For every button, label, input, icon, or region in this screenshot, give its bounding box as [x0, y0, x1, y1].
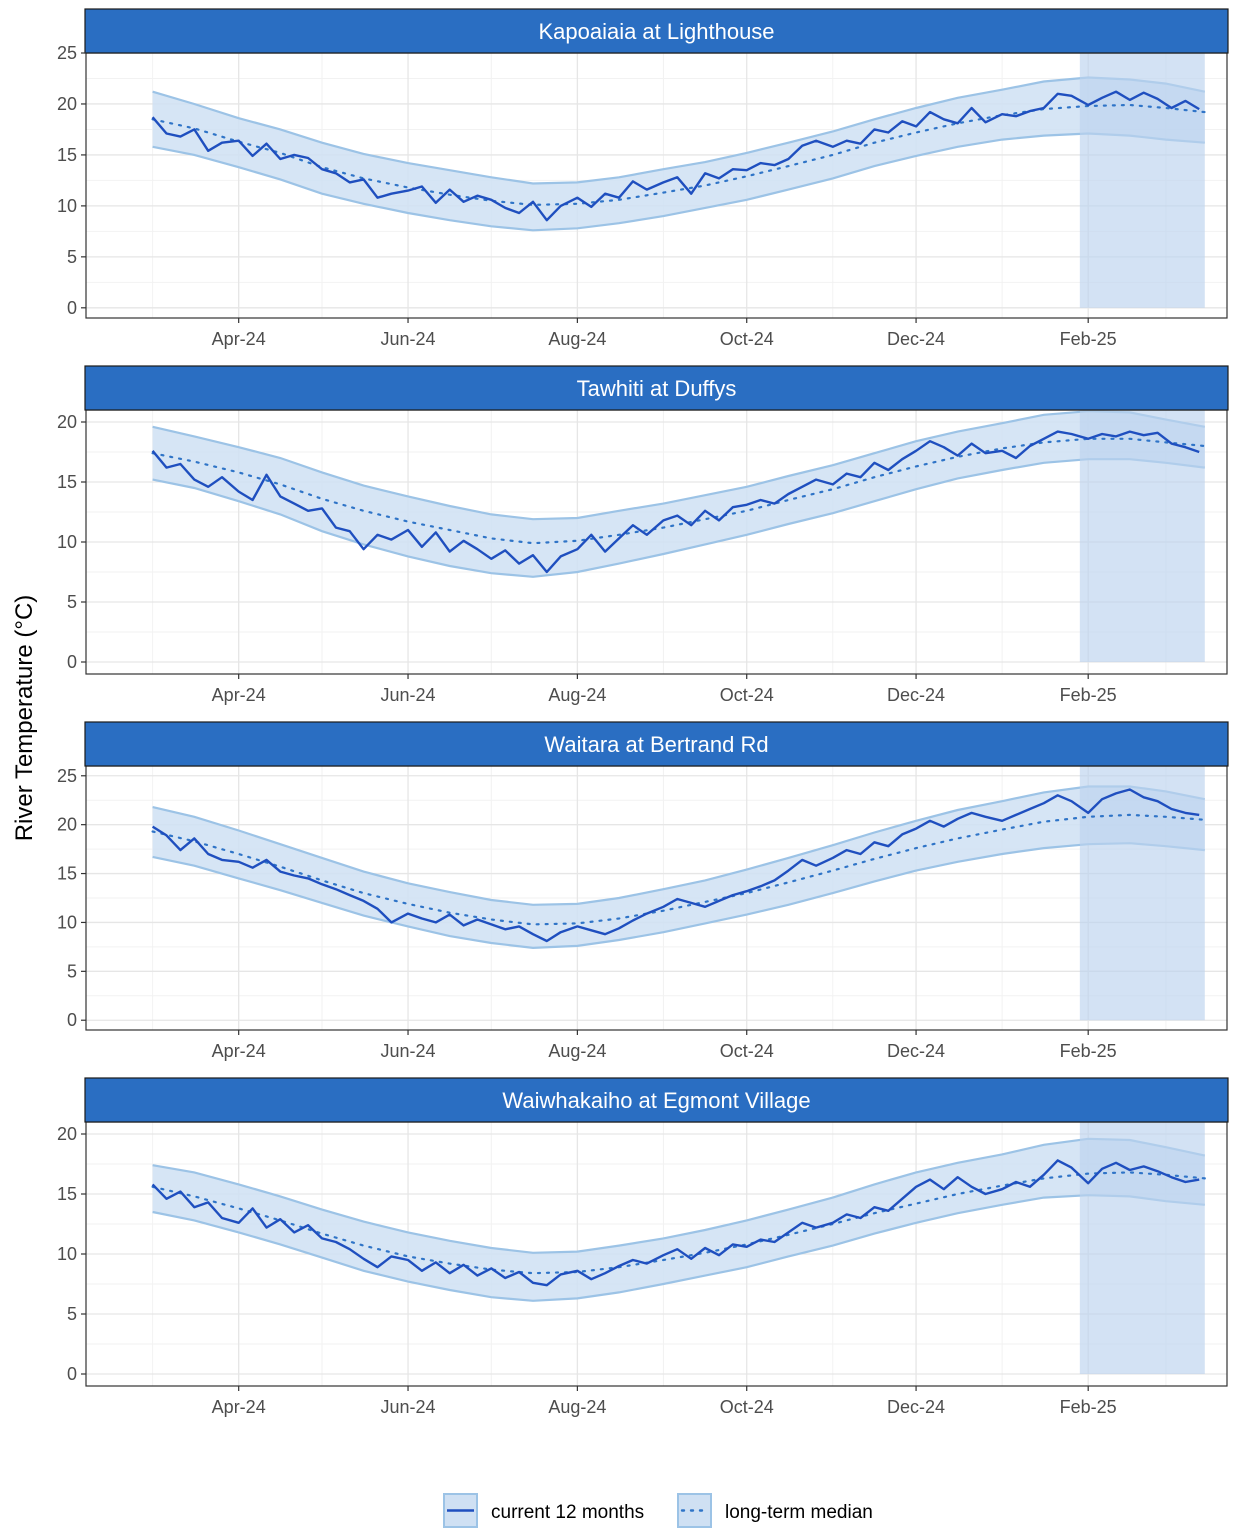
legend-label: long-term median: [725, 1502, 873, 1523]
y-tick-label: 5: [67, 961, 77, 981]
panel-title: Kapoaiaia at Lighthouse: [538, 19, 774, 44]
legend-label: current 12 months: [491, 1502, 644, 1523]
x-tick-label: Feb-25: [1060, 1041, 1117, 1061]
y-tick-label: 20: [57, 1124, 77, 1144]
y-tick-label: 25: [57, 43, 77, 63]
recent-period-highlight: [1079, 53, 1205, 308]
x-tick-label: Jun-24: [381, 1397, 436, 1417]
y-tick-label: 15: [57, 864, 77, 884]
panel: Kapoaiaia at Lighthouse 0 5 10 15 20 25 Apr-24 J…: [57, 8, 1229, 349]
range-band-lower-edge: [152, 458, 1205, 578]
x-tick-label: Dec-24: [887, 329, 945, 349]
x-tick-label: Jun-24: [381, 685, 436, 705]
x-tick-label: Aug-24: [548, 1397, 606, 1417]
recent-period-highlight: [1079, 1122, 1205, 1374]
y-tick-label: 15: [57, 472, 77, 492]
median-line: [151, 437, 1206, 545]
range-band-lower-edge: [152, 842, 1205, 950]
panel-strip: [84, 8, 1229, 54]
range-band: [152, 411, 1205, 577]
y-tick-label: 0: [67, 1010, 77, 1030]
panel-strip: [84, 721, 1229, 767]
panels: Kapoaiaia at Lighthouse 0 5 10 15 20 25 Apr-24 J…: [57, 8, 1229, 1417]
current-line: [151, 788, 1200, 943]
legend: current 12 months long-term median: [443, 1493, 873, 1528]
panel: Tawhiti at Duffys 0 5 10 15 20 Apr-24 Jun-24 Aug…: [57, 365, 1229, 705]
x-tick-label: Aug-24: [548, 1041, 606, 1061]
range-band-upper-edge: [152, 76, 1206, 185]
x-tick-label: Jun-24: [381, 1041, 436, 1061]
x-tick-label: Apr-24: [212, 685, 266, 705]
panel-title: Waiwhakaiho at Egmont Village: [502, 1088, 810, 1113]
x-tick-label: Oct-24: [720, 329, 774, 349]
x-tick-label: Oct-24: [720, 1041, 774, 1061]
y-tick-label: 15: [57, 145, 77, 165]
y-tick-label: 0: [67, 298, 77, 318]
y-tick-label: 5: [67, 592, 77, 612]
x-tick-label: Apr-24: [212, 1041, 266, 1061]
x-tick-label: Oct-24: [720, 1397, 774, 1417]
y-tick-label: 20: [57, 815, 77, 835]
y-tick-label: 10: [57, 1244, 77, 1264]
x-tick-label: Dec-24: [887, 1397, 945, 1417]
y-tick-label: 10: [57, 196, 77, 216]
range-band-upper-edge: [152, 785, 1206, 906]
y-axis-title: River Temperature (°C): [11, 595, 38, 842]
x-tick-label: Feb-25: [1060, 685, 1117, 705]
panel-title: Tawhiti at Duffys: [577, 376, 737, 401]
y-tick-label: 10: [57, 532, 77, 552]
x-tick-label: Dec-24: [887, 685, 945, 705]
y-tick-label: 10: [57, 912, 77, 932]
y-tick-label: 5: [67, 1304, 77, 1324]
x-tick-label: Feb-25: [1060, 329, 1117, 349]
y-tick-label: 0: [67, 1364, 77, 1384]
panel-strip: [84, 1077, 1229, 1123]
y-tick-label: 0: [67, 652, 77, 672]
current-line: [151, 430, 1200, 574]
recent-period-highlight: [1079, 410, 1205, 662]
median-line: [151, 1171, 1206, 1275]
x-tick-label: Apr-24: [212, 329, 266, 349]
current-line: [151, 1159, 1200, 1287]
range-band-upper-edge: [152, 410, 1206, 521]
y-tick-label: 20: [57, 94, 77, 114]
recent-period-highlight: [1079, 766, 1205, 1021]
y-tick-label: 15: [57, 1184, 77, 1204]
x-tick-label: Feb-25: [1060, 1397, 1117, 1417]
range-band-lower-edge: [152, 1194, 1205, 1302]
current-line: [151, 90, 1200, 222]
panel: Waiwhakaiho at Egmont Village 0 5 10 15 20 Apr…: [57, 1077, 1229, 1417]
range-band: [152, 77, 1205, 231]
x-tick-label: Dec-24: [887, 1041, 945, 1061]
x-tick-label: Apr-24: [212, 1397, 266, 1417]
panel: Waitara at Bertrand Rd 0 5 10 15 20 25 Apr-24 Ju…: [57, 721, 1229, 1061]
x-tick-label: Aug-24: [548, 329, 606, 349]
y-tick-label: 25: [57, 766, 77, 786]
y-tick-label: 5: [67, 247, 77, 267]
panel-strip: [84, 365, 1229, 411]
x-tick-label: Oct-24: [720, 685, 774, 705]
x-tick-label: Aug-24: [548, 685, 606, 705]
range-band-lower-edge: [152, 132, 1205, 232]
x-tick-label: Jun-24: [381, 329, 436, 349]
range-band: [152, 1138, 1205, 1301]
panel-title: Waitara at Bertrand Rd: [544, 732, 768, 757]
range-band-upper-edge: [152, 1137, 1206, 1254]
y-tick-label: 20: [57, 412, 77, 432]
